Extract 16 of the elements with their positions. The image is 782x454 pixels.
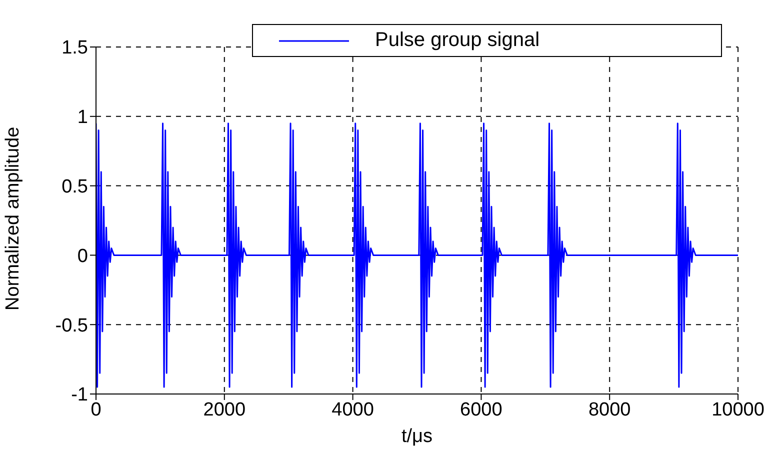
y-tick-label: 1 <box>77 107 88 128</box>
x-tick-label: 8000 <box>588 399 631 420</box>
legend-label: Pulse group signal <box>375 29 540 52</box>
x-tick-label: 4000 <box>332 399 374 420</box>
y-tick-label: -0.5 <box>55 315 88 336</box>
x-tick-label: 6000 <box>460 399 502 420</box>
x-tick-label: 0 <box>90 399 102 420</box>
y-tick-label: 0 <box>77 246 88 267</box>
y-tick-label: -1 <box>71 384 88 406</box>
x-tick-label: 10000 <box>712 399 764 420</box>
x-axis-title: t/μs <box>401 426 433 447</box>
y-tick-label: 0.5 <box>62 176 88 198</box>
y-tick-label: 1.5 <box>62 38 88 59</box>
x-tick-label: 2000 <box>203 399 246 420</box>
y-axis-title: Normalized amplitude <box>2 126 24 310</box>
line-series <box>96 122 738 388</box>
